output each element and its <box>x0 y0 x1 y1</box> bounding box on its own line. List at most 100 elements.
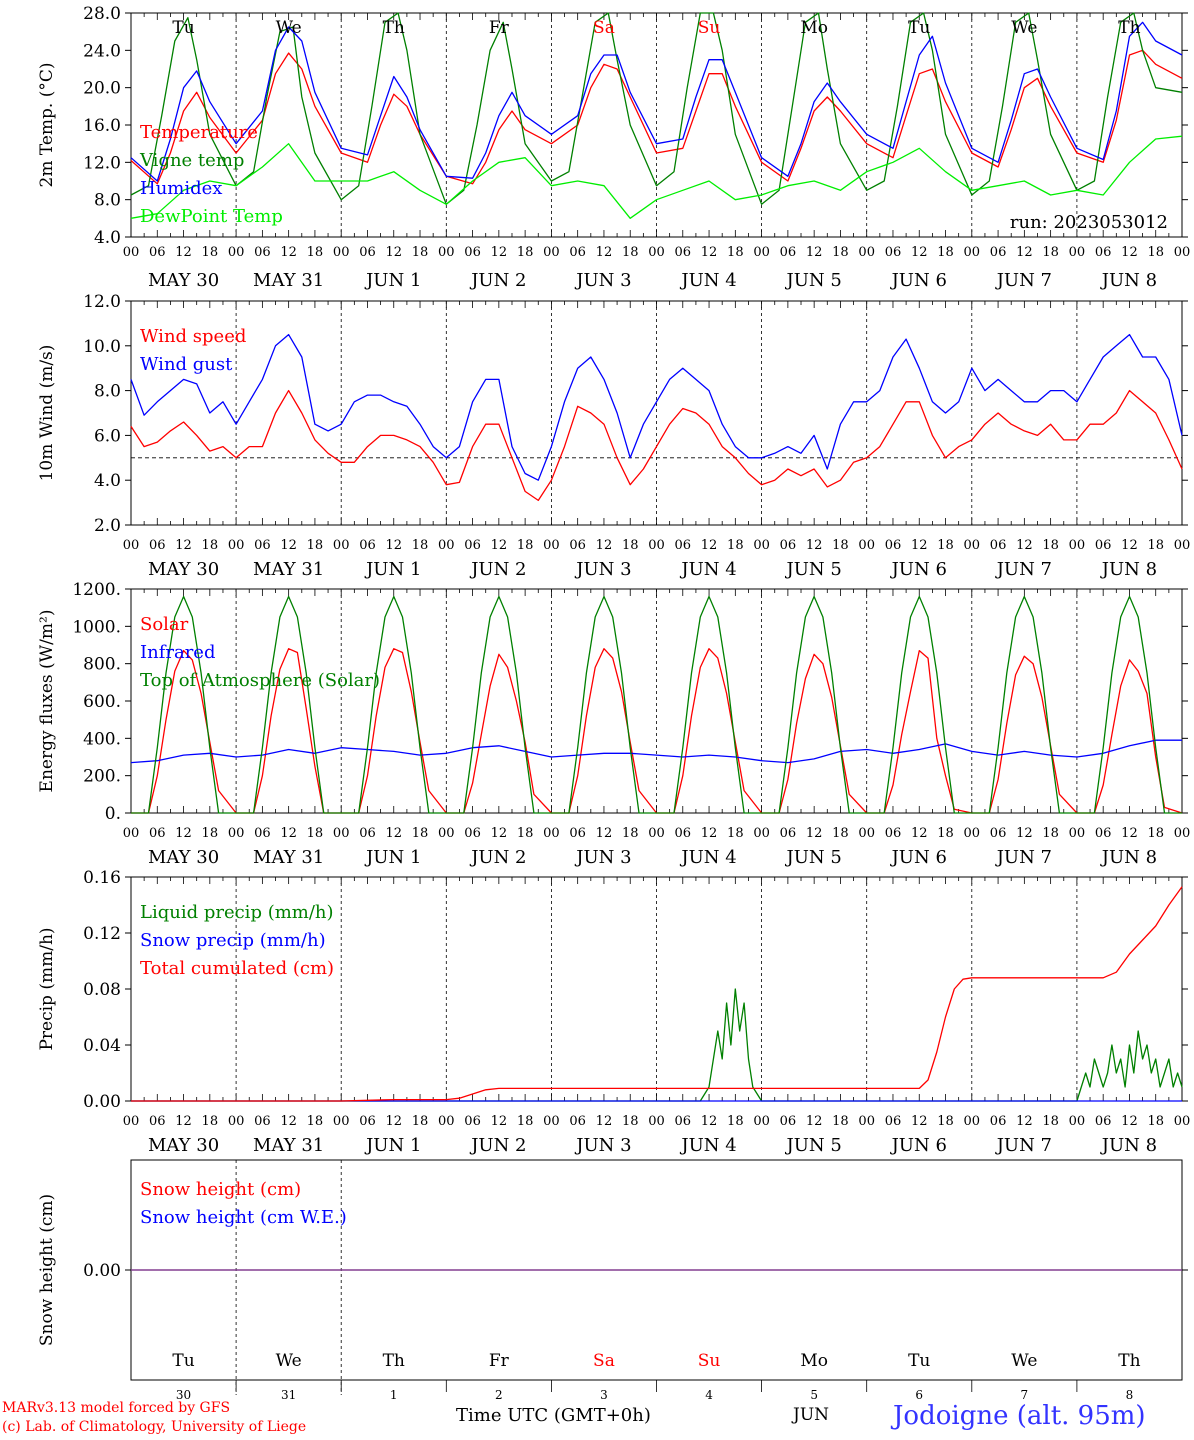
hour-tick-label: 18 <box>1147 538 1164 553</box>
hour-tick-label: 18 <box>307 245 324 260</box>
date-label: JUN 6 <box>890 1135 947 1156</box>
hour-tick-label: 06 <box>254 1114 271 1129</box>
hour-tick-label: 00 <box>648 245 665 260</box>
weekday-label: Fr <box>489 18 510 38</box>
hour-tick-label: 12 <box>280 538 297 553</box>
hour-tick-label: 06 <box>254 538 271 553</box>
date-label: JUN 8 <box>1100 847 1157 868</box>
hour-tick-label: 18 <box>202 1114 219 1129</box>
hour-tick-label: 18 <box>412 1114 429 1129</box>
weekday-label: Su <box>698 1351 721 1371</box>
date-label: MAY 30 <box>148 270 219 291</box>
hour-tick-label: 12 <box>1121 826 1138 841</box>
y-tick-label: 4.0 <box>94 471 121 491</box>
y-tick-label: 2.0 <box>94 516 121 536</box>
x-axis-title: Time UTC (GMT+0h) <box>456 1405 651 1426</box>
weekday-label: Th <box>383 18 405 38</box>
hour-tick-label: 06 <box>359 826 376 841</box>
hour-tick-label: 18 <box>727 826 744 841</box>
y-tick-label: 1200. <box>72 580 121 600</box>
hour-tick-label: 00 <box>964 538 981 553</box>
hour-tick-label: 06 <box>569 826 586 841</box>
hour-tick-label: 18 <box>202 538 219 553</box>
y-tick-label: 4.0 <box>94 228 121 248</box>
series-line <box>130 21 1183 182</box>
weekday-label: Su <box>698 18 721 38</box>
date-label: JUN 2 <box>469 847 526 868</box>
date-label: MAY 31 <box>253 1135 324 1156</box>
hour-tick-label: 18 <box>832 1114 849 1129</box>
hour-tick-label: 06 <box>149 826 166 841</box>
hour-tick-label: 06 <box>990 538 1007 553</box>
weekday-label: Mo <box>800 18 828 38</box>
hour-tick-label: 06 <box>149 245 166 260</box>
hour-tick-label: 18 <box>832 826 849 841</box>
hour-tick-label: 00 <box>228 1114 245 1129</box>
panel-1: 4.0 8.0 12.0 16.0 20.0 24.0 28.0 2m Temp. (°C) T… <box>37 4 1190 291</box>
date-label: JUN 3 <box>574 559 631 580</box>
weekday-label: Tu <box>172 18 194 38</box>
y-tick-label: 8.0 <box>94 382 121 402</box>
y-axis-title: 10m Wind (m/s) <box>37 345 57 482</box>
hour-tick-label: 06 <box>675 826 692 841</box>
hour-tick-label: 06 <box>885 245 902 260</box>
hour-tick-label: 00 <box>228 538 245 553</box>
hour-tick-label: 12 <box>491 826 508 841</box>
hour-tick-label: 06 <box>885 538 902 553</box>
hour-tick-label: 06 <box>149 538 166 553</box>
hour-tick-label: 12 <box>385 826 402 841</box>
day-number: 5 <box>810 1388 818 1402</box>
date-label: JUN 2 <box>469 1135 526 1156</box>
legend-entry: Snow precip (mm/h) <box>140 930 326 951</box>
hour-tick-label: 00 <box>964 245 981 260</box>
hour-tick-label: 00 <box>1069 538 1086 553</box>
date-label: JUN 1 <box>364 270 421 291</box>
hour-tick-label: 12 <box>701 538 718 553</box>
hour-tick-label: 12 <box>596 245 613 260</box>
hour-tick-label: 12 <box>491 1114 508 1129</box>
legend-entry: Wind gust <box>140 354 233 375</box>
legend-entry: Infrared <box>140 642 215 663</box>
run-annotation: run: 2023053012 <box>1010 212 1168 233</box>
hour-tick-label: 06 <box>675 1114 692 1129</box>
hour-tick-label: 12 <box>491 538 508 553</box>
hour-tick-label: 06 <box>569 245 586 260</box>
weekday-label: Th <box>383 1351 405 1371</box>
hour-tick-label: 12 <box>911 1114 928 1129</box>
hour-tick-label: 18 <box>622 1114 639 1129</box>
date-label: MAY 30 <box>148 1135 219 1156</box>
hour-tick-label: 00 <box>1069 245 1086 260</box>
weekday-label: Fr <box>489 1351 510 1371</box>
date-label: JUN 3 <box>574 847 631 868</box>
hour-tick-label: 12 <box>280 1114 297 1129</box>
hour-tick-label: 06 <box>359 245 376 260</box>
y-tick-label: 200. <box>83 767 121 787</box>
hour-tick-label: 00 <box>333 826 350 841</box>
lab-credit: (c) Lab. of Climatology, University of L… <box>2 1419 307 1435</box>
hour-tick-label: 00 <box>1174 245 1191 260</box>
date-label: JUN 4 <box>679 1135 736 1156</box>
hour-tick-label: 18 <box>412 245 429 260</box>
hour-tick-label: 12 <box>1016 538 1033 553</box>
model-credit: MARv3.13 model forced by GFS <box>2 1400 231 1416</box>
weekday-label: Th <box>1118 1351 1140 1371</box>
hour-tick-label: 18 <box>622 538 639 553</box>
hour-tick-label: 12 <box>806 1114 823 1129</box>
hour-tick-label: 18 <box>1042 826 1059 841</box>
panel-5: 0.00 Snow height (cm) Snow height (cm) Snow… <box>37 1159 1188 1402</box>
hour-tick-label: 06 <box>254 826 271 841</box>
hour-tick-label: 18 <box>937 1114 954 1129</box>
hour-tick-label: 00 <box>964 1114 981 1129</box>
hour-tick-label: 12 <box>385 538 402 553</box>
series-line <box>131 988 1183 1102</box>
y-tick-label: 1000. <box>72 617 121 637</box>
hour-tick-label: 06 <box>885 826 902 841</box>
weekday-label: Tu <box>908 18 930 38</box>
hour-tick-label: 06 <box>885 1114 902 1129</box>
hour-tick-label: 00 <box>648 826 665 841</box>
hour-tick-label: 18 <box>202 245 219 260</box>
day-number: 2 <box>495 1388 503 1402</box>
y-tick-label: 12.0 <box>83 292 121 312</box>
hour-tick-label: 00 <box>648 1114 665 1129</box>
